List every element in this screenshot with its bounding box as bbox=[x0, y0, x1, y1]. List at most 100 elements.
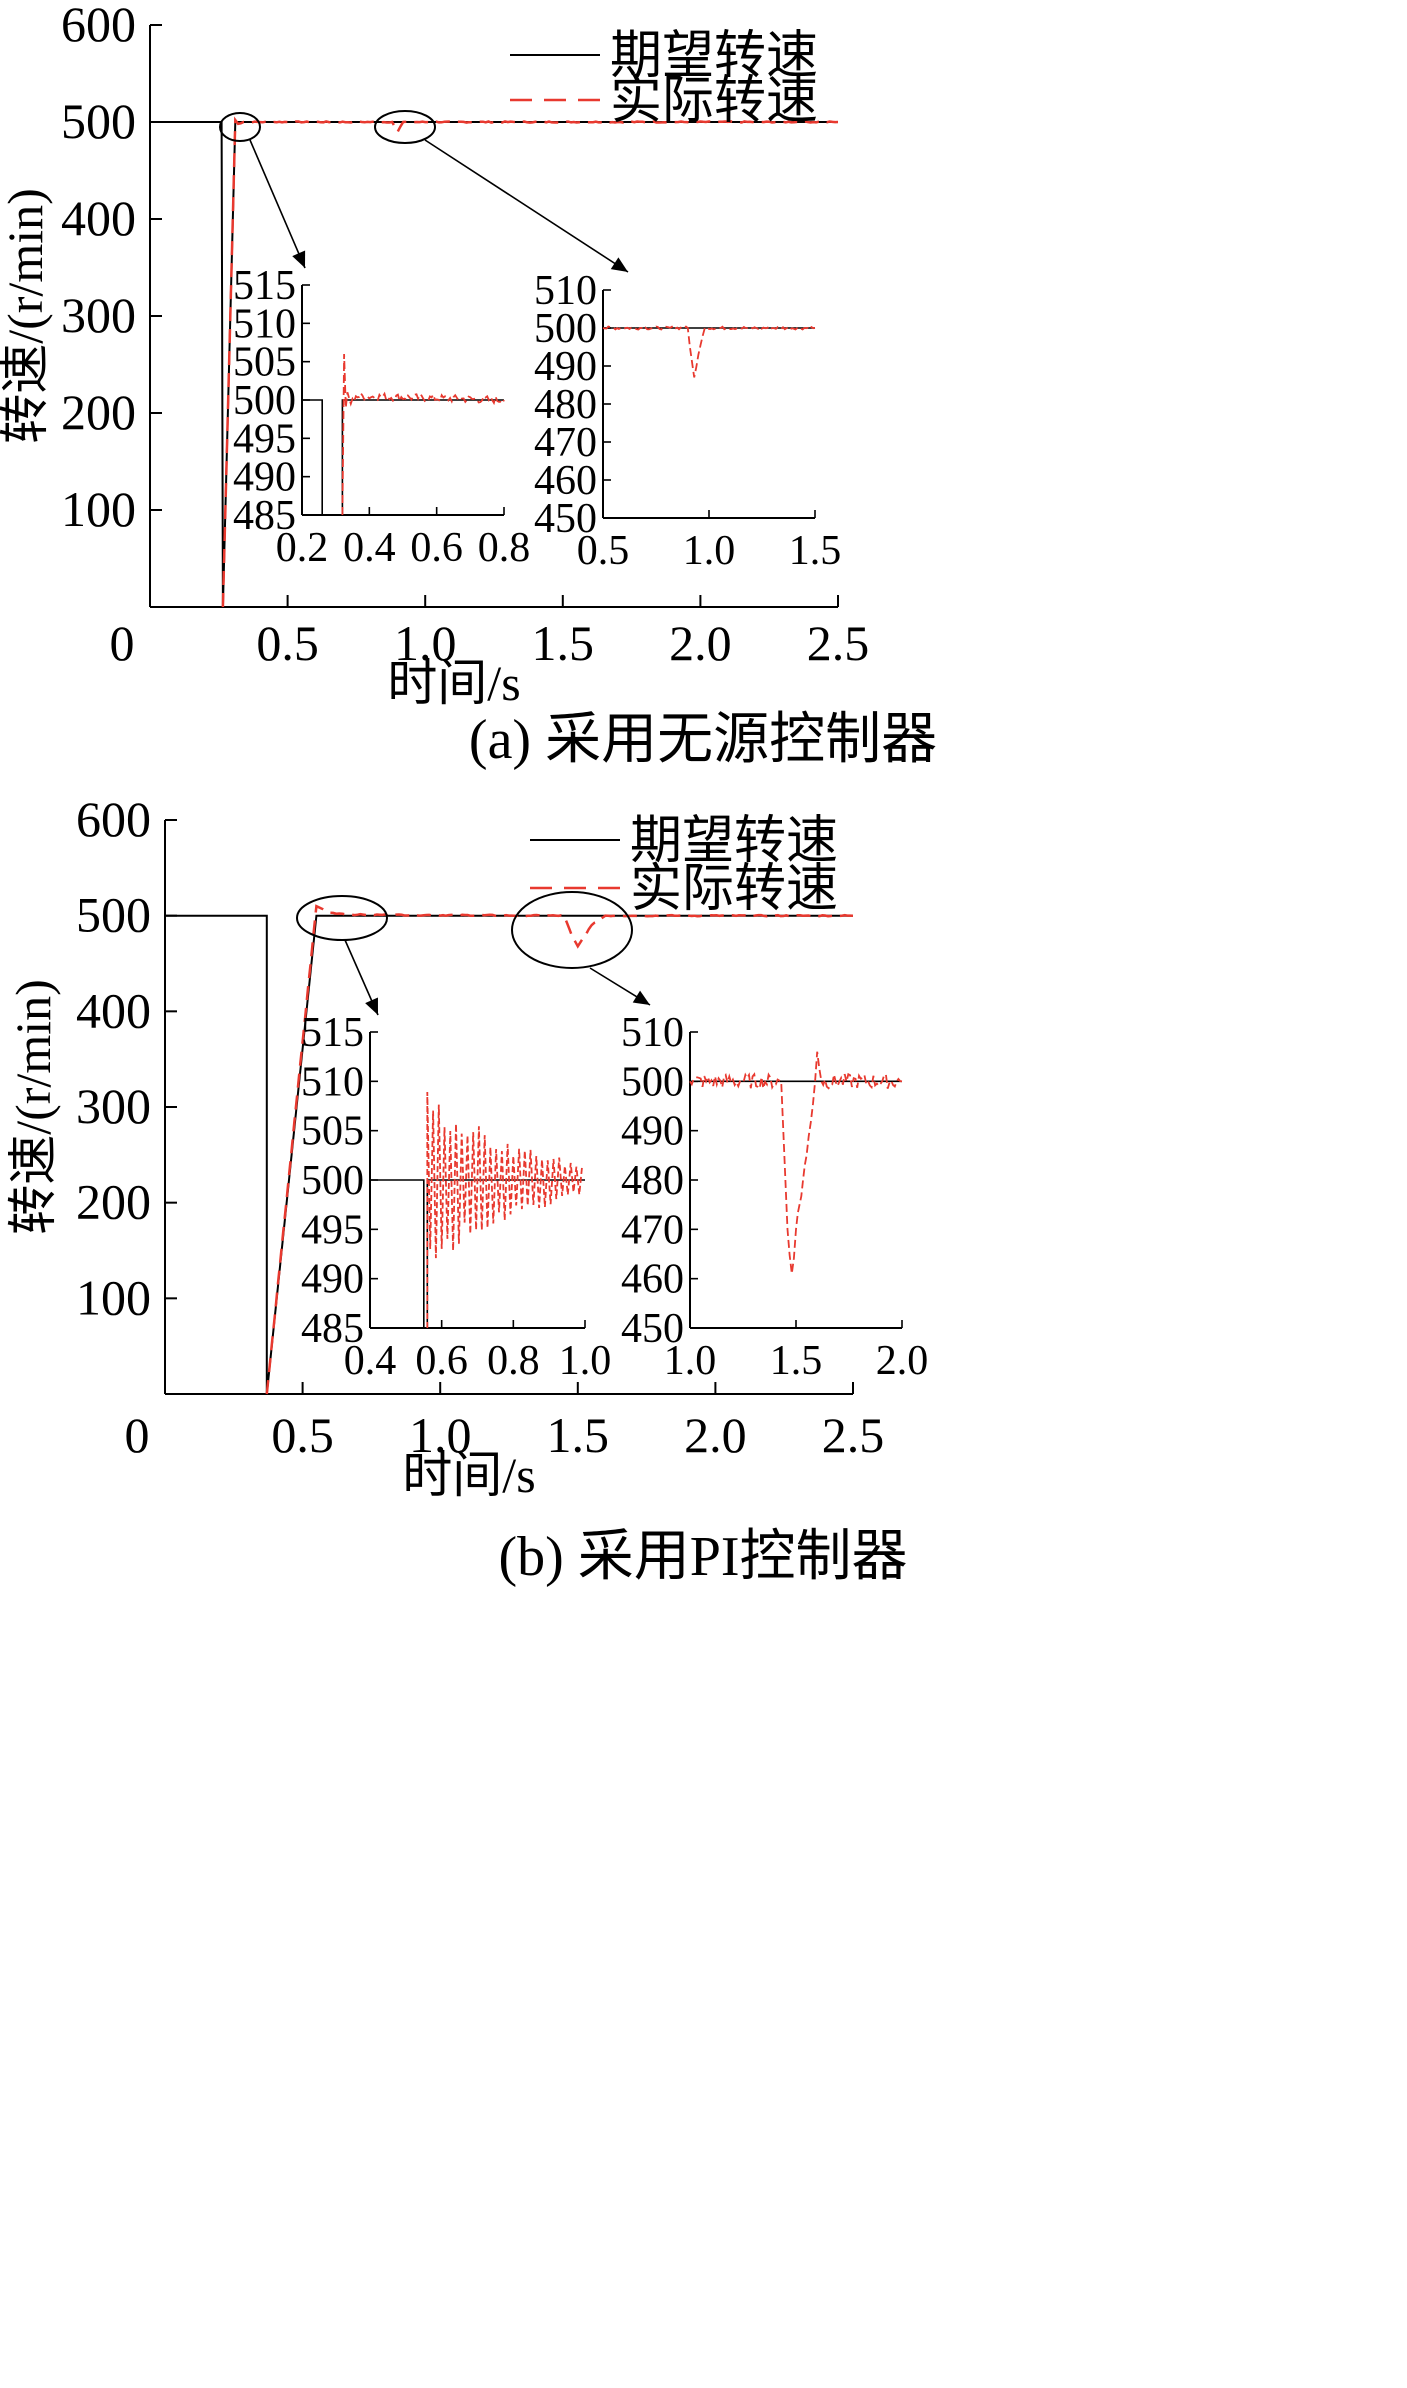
inset-desired-line bbox=[370, 1179, 585, 1329]
inset-y-tick-label: 480 bbox=[621, 1158, 684, 1204]
inset-y-tick-label: 480 bbox=[534, 382, 597, 428]
inset-y-tick-label: 460 bbox=[534, 458, 597, 504]
main-x-tick-label: 1.5 bbox=[532, 615, 595, 671]
origin-label: 0 bbox=[110, 615, 135, 671]
main-x-tick-label: 2.5 bbox=[822, 1407, 885, 1463]
inset-background bbox=[603, 290, 815, 518]
inset-y-tick-label: 485 bbox=[233, 493, 296, 539]
inset-x-tick-label: 0.4 bbox=[343, 525, 396, 571]
inset-y-tick-label: 495 bbox=[233, 416, 296, 462]
inset-actual-line bbox=[426, 1091, 583, 1328]
zoom-arrowhead bbox=[610, 257, 628, 272]
inset-actual-line bbox=[689, 1051, 903, 1274]
main-y-tick-label: 300 bbox=[76, 1078, 151, 1134]
inset-x-tick-label: 2.0 bbox=[876, 1338, 929, 1384]
zoom-ellipse bbox=[296, 895, 388, 941]
inset-y-tick-label: 510 bbox=[534, 268, 597, 314]
main-x-tick-label: 1.0 bbox=[394, 615, 457, 671]
inset-y-tick-label: 495 bbox=[301, 1207, 364, 1253]
inset-x-tick-label: 1.5 bbox=[789, 528, 842, 574]
inset-y-tick-label: 485 bbox=[301, 1306, 364, 1352]
inset-y-tick-label: 510 bbox=[621, 1010, 684, 1056]
panel-caption: (b) 采用PI控制器 bbox=[498, 1526, 907, 1588]
main-x-tick-label: 0.5 bbox=[256, 615, 319, 671]
inset-y-tick-label: 500 bbox=[621, 1059, 684, 1105]
inset-y-tick-label: 515 bbox=[301, 1010, 364, 1056]
inset-x-tick-label: 0.5 bbox=[577, 528, 630, 574]
inset-x-tick-label: 0.4 bbox=[344, 1338, 397, 1384]
panel-a: 100 200 300 400 500 600 0.5 1.0 1.5 2.0 2.5 0 时间/s 转速… bbox=[0, 0, 937, 771]
main-y-tick-label: 600 bbox=[76, 791, 151, 847]
inset-y-tick-label: 500 bbox=[233, 378, 296, 424]
inset-x-tick-label: 0.2 bbox=[276, 525, 329, 571]
main-x-tick-label: 0.5 bbox=[271, 1407, 334, 1463]
y-axis-label: 转速/(r/min) bbox=[5, 979, 61, 1235]
inset-x-tick-label: 1.0 bbox=[559, 1338, 612, 1384]
legend-desired-label: 期望转速 bbox=[630, 813, 838, 870]
main-y-tick-label: 400 bbox=[61, 190, 136, 246]
main-y-tick-label: 500 bbox=[61, 93, 136, 149]
zoom-arrow bbox=[249, 139, 306, 269]
inset-y-tick-label: 490 bbox=[534, 344, 597, 390]
main-x-tick-label: 1.5 bbox=[547, 1407, 610, 1463]
inset-y-tick-label: 515 bbox=[233, 263, 296, 309]
zoom-ellipse bbox=[219, 112, 261, 142]
inset-y-tick-label: 470 bbox=[534, 420, 597, 466]
legend-actual-label: 实际转速 bbox=[630, 861, 838, 918]
inset-x-tick-label: 0.8 bbox=[487, 1338, 540, 1384]
main-x-tick-label: 2.5 bbox=[807, 615, 870, 671]
inset-background bbox=[690, 1032, 902, 1328]
inset-x-tick-label: 0.6 bbox=[415, 1338, 468, 1384]
main-x-tick-label: 2.0 bbox=[669, 615, 732, 671]
inset-x-tick-label: 1.0 bbox=[683, 528, 736, 574]
inset-x-tick-label: 0.8 bbox=[478, 525, 531, 571]
inset-y-tick-label: 450 bbox=[534, 496, 597, 542]
panel-b: 100 200 300 400 500 600 0.5 1.0 1.5 2.0 2.5 0 时间/s 转速… bbox=[5, 791, 928, 1588]
inset-y-tick-label: 505 bbox=[301, 1109, 364, 1155]
main-actual-line bbox=[265, 904, 854, 1395]
main-x-tick-label: 2.0 bbox=[684, 1407, 747, 1463]
main-y-tick-label: 100 bbox=[76, 1269, 151, 1325]
y-axis-label: 转速/(r/min) bbox=[0, 188, 53, 444]
x-axis-label: 时间/s bbox=[387, 655, 520, 711]
inset-x-tick-label: 0.6 bbox=[410, 525, 463, 571]
inset-y-tick-label: 470 bbox=[621, 1207, 684, 1253]
x-axis-label: 时间/s bbox=[402, 1447, 535, 1503]
main-y-tick-label: 100 bbox=[61, 481, 136, 537]
inset-y-tick-label: 500 bbox=[301, 1158, 364, 1204]
inset-y-tick-label: 450 bbox=[621, 1306, 684, 1352]
zoom-ellipse bbox=[511, 891, 633, 969]
inset-y-tick-label: 490 bbox=[621, 1109, 684, 1155]
origin-label: 0 bbox=[125, 1407, 150, 1463]
main-actual-line bbox=[221, 116, 839, 608]
inset-y-tick-label: 460 bbox=[621, 1257, 684, 1303]
main-y-tick-label: 400 bbox=[76, 982, 151, 1038]
legend-actual-label: 实际转速 bbox=[610, 73, 818, 130]
inset-desired-line bbox=[302, 399, 504, 516]
legend-desired-label: 期望转速 bbox=[610, 28, 818, 85]
zoom-ellipse bbox=[374, 110, 436, 144]
main-y-tick-label: 200 bbox=[76, 1174, 151, 1230]
inset-x-tick-label: 1.0 bbox=[664, 1338, 717, 1384]
inset-y-tick-label: 490 bbox=[301, 1257, 364, 1303]
zoom-arrowhead bbox=[365, 997, 378, 1015]
inset-y-tick-label: 500 bbox=[534, 306, 597, 352]
inset-actual-line bbox=[341, 353, 505, 516]
main-y-tick-label: 500 bbox=[76, 887, 151, 943]
inset-x-tick-label: 1.5 bbox=[770, 1338, 823, 1384]
zoom-arrow bbox=[424, 139, 629, 273]
zoom-arrowhead bbox=[632, 990, 650, 1005]
inset-y-tick-label: 510 bbox=[301, 1059, 364, 1105]
inset-y-tick-label: 505 bbox=[233, 340, 296, 386]
inset-y-tick-label: 490 bbox=[233, 455, 296, 501]
zoom-arrowhead bbox=[292, 250, 306, 268]
inset-actual-line bbox=[602, 325, 816, 378]
main-x-tick-label: 1.0 bbox=[409, 1407, 472, 1463]
main-y-tick-label: 300 bbox=[61, 287, 136, 343]
panel-caption: (a) 采用无源控制器 bbox=[469, 709, 937, 771]
